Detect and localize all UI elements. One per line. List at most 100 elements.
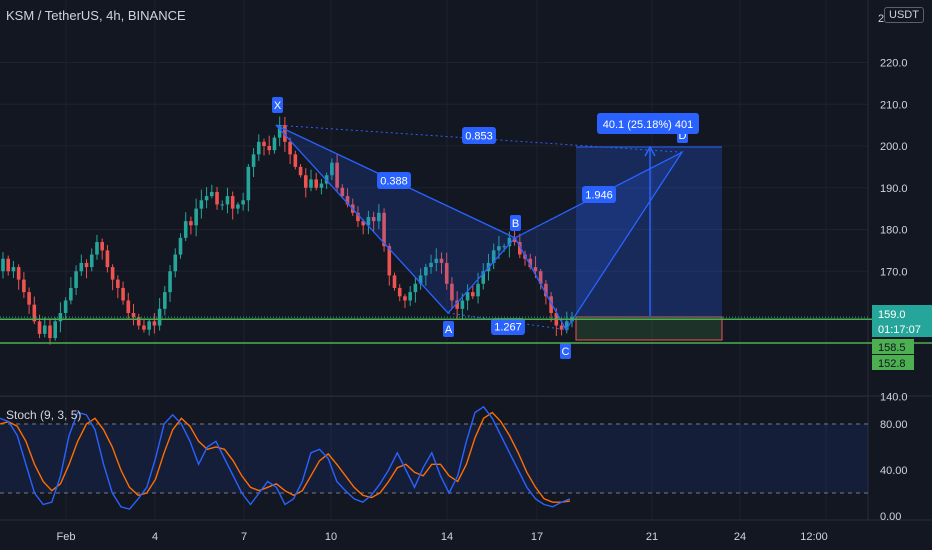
candle-body: [262, 141, 266, 146]
pattern-point-badge: [510, 215, 521, 231]
level-badge: [872, 339, 914, 354]
candle-body: [429, 262, 433, 268]
ratio-badge: [582, 186, 616, 203]
level-label: 152.8: [878, 358, 906, 370]
candle-body: [497, 246, 501, 251]
ratio-label: 0.853: [465, 131, 493, 143]
stoch-d-line: [0, 411, 571, 503]
candle-body: [564, 321, 569, 330]
time-tick: 24: [734, 531, 746, 543]
candle-body: [42, 325, 47, 334]
pattern-point-a: A: [445, 324, 453, 336]
currency-button[interactable]: USDT: [884, 7, 924, 23]
candle-body: [69, 287, 73, 301]
pattern-point-c: C: [562, 346, 570, 358]
candle-body: [11, 267, 16, 272]
candle-body: [267, 146, 272, 151]
candle-body: [471, 292, 475, 297]
candle-body: [136, 317, 141, 326]
candle-body: [131, 313, 136, 318]
pattern-xb-dotted: [275, 124, 516, 239]
candle-body: [27, 292, 31, 305]
candle-body: [544, 283, 548, 297]
candle-body: [1, 258, 5, 272]
candle-body: [16, 267, 21, 280]
candle-body: [194, 208, 198, 226]
candle-body: [345, 196, 350, 205]
candle-body: [382, 212, 386, 247]
candle-body: [142, 325, 146, 330]
candle-body: [256, 141, 261, 155]
candle-body: [538, 271, 543, 284]
candle-body: [444, 262, 449, 284]
target-zone: [576, 147, 722, 317]
candle-body: [277, 125, 282, 138]
candle-body: [95, 242, 99, 255]
candle-body: [147, 321, 151, 330]
price-tick: 200.0: [880, 141, 908, 153]
stoch-tick: 40.00: [880, 465, 908, 477]
price-tick: 170.0: [880, 266, 908, 278]
time-tick: Feb: [57, 531, 76, 543]
candle-body: [356, 212, 360, 222]
candle-body: [559, 325, 564, 330]
price-tick: 190.0: [880, 183, 908, 195]
candle-body: [491, 250, 496, 263]
level-badge: [872, 355, 914, 370]
candle-body: [450, 283, 454, 301]
stoch-indicator-label[interactable]: Stoch (9, 3, 5): [6, 408, 82, 422]
time-tick: 17: [531, 531, 543, 543]
candle-body: [215, 191, 219, 205]
pattern-point-d: D: [679, 130, 687, 142]
candle-body: [319, 183, 324, 188]
ratio-label: 1.267: [494, 322, 522, 334]
candle-body: [168, 271, 172, 293]
candle-body: [251, 154, 256, 167]
candle-body: [314, 179, 319, 188]
candle-body: [528, 258, 533, 268]
candle-body: [418, 275, 423, 284]
candle-body: [465, 292, 470, 301]
candle-body: [476, 283, 480, 297]
time-tick: 4: [152, 531, 158, 543]
time-tick: 21: [646, 531, 658, 543]
candle-body: [533, 267, 538, 272]
candle-body: [126, 300, 131, 313]
candle-body: [152, 321, 157, 326]
measure-badge: [597, 113, 699, 134]
ratio-label: 0.388: [380, 176, 408, 188]
time-tick: 7: [241, 531, 247, 543]
candle-body: [371, 216, 376, 222]
candle-body: [121, 287, 125, 301]
current-price-label: 159.0: [878, 309, 906, 321]
stoch-tick: 0.00: [880, 511, 901, 523]
ratio-badge: [491, 318, 525, 335]
candle-body: [173, 254, 178, 272]
pattern-point-x: X: [274, 100, 282, 112]
candle-body: [110, 267, 115, 280]
candle-body: [241, 200, 245, 205]
candle-body: [225, 196, 230, 205]
price-tick: 210.0: [880, 99, 908, 111]
candle-body: [335, 162, 339, 188]
price-tick: 180.0: [880, 225, 908, 237]
candle-body: [298, 166, 303, 176]
pattern-bd-dotted: [514, 151, 683, 239]
price-tick-partial: 2: [878, 13, 884, 25]
price-tick: 140.0: [880, 392, 908, 404]
time-tick: 12:00: [800, 531, 828, 543]
candle-body: [63, 300, 68, 313]
pattern-point-badge: [560, 343, 571, 359]
candle-body: [392, 275, 397, 288]
ratio-label: 1.946: [585, 190, 613, 202]
ratio-badge: [462, 127, 496, 144]
measure-arrow-head: [644, 145, 656, 157]
pattern-point-b: B: [512, 218, 519, 230]
stoch-k-line: [0, 405, 571, 510]
candle-body: [377, 212, 381, 222]
candle-body: [246, 166, 251, 201]
candle-body: [48, 325, 52, 339]
ratio-badge: [377, 172, 411, 189]
candle-body: [272, 137, 277, 151]
